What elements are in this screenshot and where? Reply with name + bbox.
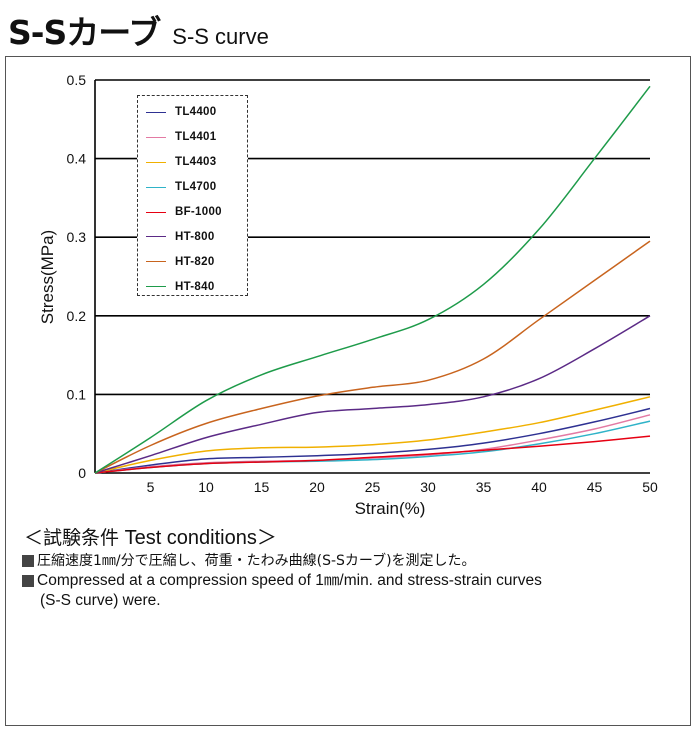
title-japanese: S-Sカーブ <box>8 13 161 52</box>
y-tick-label: 0 <box>78 465 86 481</box>
legend-label: TL4400 <box>175 106 217 119</box>
legend-label: TL4403 <box>175 156 217 169</box>
x-tick-label: 35 <box>476 479 492 495</box>
legend-label: HT-840 <box>175 280 215 293</box>
x-tick-label: 30 <box>420 479 436 495</box>
y-axis-title: Stress(MPa) <box>38 230 57 324</box>
x-axis-title: Strain(%) <box>355 499 426 518</box>
legend-swatch <box>146 211 166 213</box>
series-line-ht-840 <box>94 85 651 474</box>
legend-label: BF-1000 <box>175 206 222 218</box>
condition-text-en: Compressed at a compression speed of 1㎜/… <box>37 572 542 589</box>
title-english: S-S curve <box>172 24 269 49</box>
legend-item-tl4401: TL4401 <box>146 125 247 150</box>
x-tick-label: 45 <box>587 479 603 495</box>
x-tick-label: 5 <box>147 479 155 495</box>
series-line-bf-1000 <box>94 435 651 474</box>
x-tick-label: 25 <box>365 479 381 495</box>
y-tick-label: 0.4 <box>67 151 87 167</box>
legend-label: TL4401 <box>175 131 217 144</box>
x-tick-label: 20 <box>309 479 325 495</box>
series-line-tl4400 <box>94 407 651 474</box>
condition-line-jp: 圧縮速度1㎜/分で圧縮し、荷重・たわみ曲線(S-Sカーブ)を測定した。 <box>22 551 672 571</box>
condition-text-jp: 圧縮速度1㎜/分で圧縮し、荷重・たわみ曲線(S-Sカーブ)を測定した。 <box>37 553 476 569</box>
series-line-tl4403 <box>94 396 651 474</box>
legend-swatch <box>146 236 166 238</box>
test-conditions: ＜試験条件 Test conditions＞ 圧縮速度1㎜/分で圧縮し、荷重・た… <box>22 525 672 611</box>
legend-item-bf-1000: BF-1000 <box>146 200 247 225</box>
content-frame <box>5 56 691 726</box>
condition-line-en-cont: (S-S curve) were. <box>22 591 672 611</box>
condition-line-en: Compressed at a compression speed of 1㎜/… <box>22 571 672 591</box>
conditions-heading-jp: ＜試験条件 <box>24 527 120 549</box>
stress-strain-chart: 0 0.1 0.2 0.3 0.4 0.5 5 10 15 20 25 30 35 40 45 50 Strai… <box>38 72 658 518</box>
legend-label: HT-800 <box>175 230 215 243</box>
square-bullet-icon <box>22 555 34 567</box>
legend-item-ht-820: HT-820 <box>146 249 247 274</box>
x-tick-label: 10 <box>198 479 214 495</box>
legend-item-tl4700: TL4700 <box>146 175 247 200</box>
legend-swatch <box>146 111 166 113</box>
legend-swatch <box>146 161 166 163</box>
y-tick-label: 0.1 <box>67 386 87 402</box>
legend-swatch <box>146 136 166 138</box>
y-tick-label: 0.3 <box>67 229 87 245</box>
x-tick-label: 15 <box>254 479 270 495</box>
legend-swatch <box>146 286 166 288</box>
legend-label: TL4700 <box>175 181 217 194</box>
page-title: S-Sカーブ S-S curve <box>8 6 269 52</box>
legend-swatch <box>146 186 166 188</box>
legend-item-ht-800: HT-800 <box>146 224 247 249</box>
legend-item-tl4403: TL4403 <box>146 150 247 175</box>
series-line-ht-800 <box>94 315 651 474</box>
legend-item-tl4400: TL4400 <box>146 100 247 125</box>
x-tick-label: 50 <box>642 479 658 495</box>
conditions-heading-en: Test conditions＞ <box>119 527 277 549</box>
legend-label: HT-820 <box>175 255 215 268</box>
legend-swatch <box>146 261 166 263</box>
chart-legend: TL4400 TL4401 TL4403 TL4700 BF-1000 HT-800 HT-… <box>137 95 248 296</box>
y-tick-label: 0.2 <box>67 308 87 324</box>
conditions-heading: ＜試験条件 Test conditions＞ <box>24 525 672 551</box>
x-tick-label: 40 <box>531 479 547 495</box>
condition-text-en-cont: (S-S curve) were. <box>40 592 161 609</box>
series-line-ht-820 <box>94 240 651 474</box>
legend-item-ht-840: HT-840 <box>146 274 247 299</box>
square-bullet-icon <box>22 575 34 587</box>
series-line-tl4401 <box>94 414 651 474</box>
y-tick-label: 0.5 <box>67 72 87 88</box>
